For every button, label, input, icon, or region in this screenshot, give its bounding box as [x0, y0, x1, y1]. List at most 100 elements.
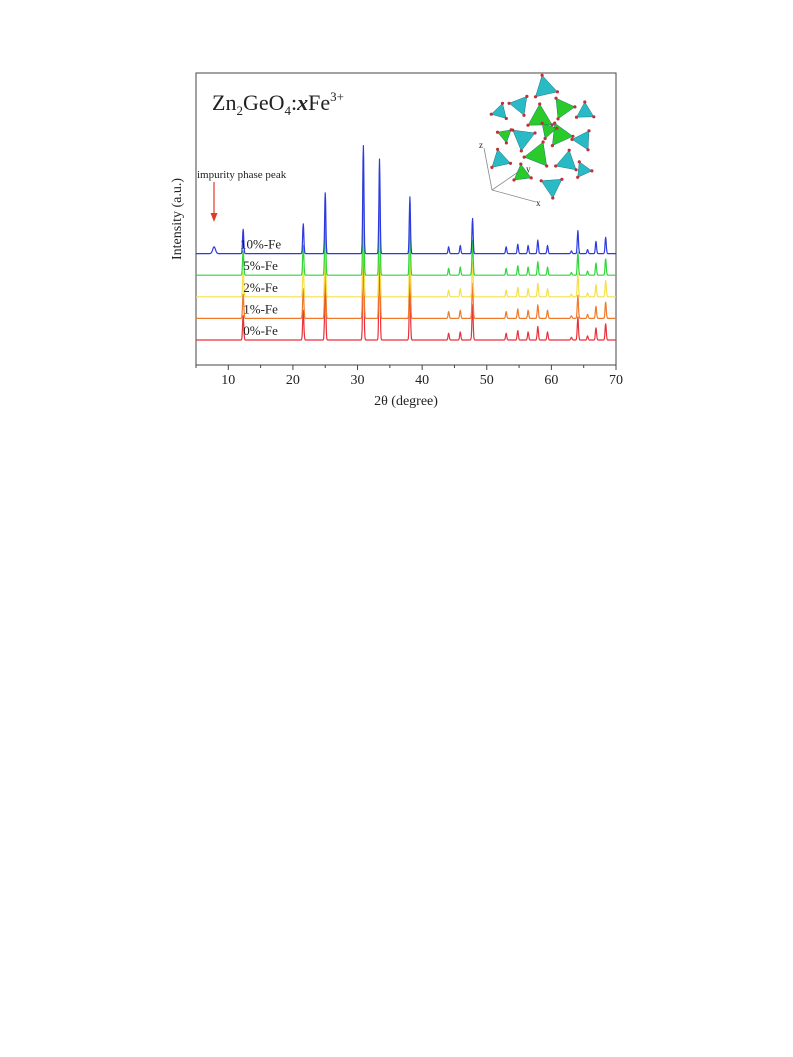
y-axis-label: Intensity (a.u.): [170, 178, 185, 260]
x-tick-label: 70: [609, 373, 623, 388]
impurity-arrow-head: [210, 213, 218, 222]
atom: [543, 136, 547, 141]
atom: [538, 102, 542, 106]
atom: [574, 168, 578, 172]
polyhedron: [513, 163, 532, 181]
chart-title: Zn2GeO4:xFe3+: [212, 89, 344, 118]
atom: [577, 160, 581, 164]
series-line-10%-Fe: [195, 145, 617, 255]
polyhedron: [527, 103, 553, 126]
atom: [555, 126, 559, 130]
atom: [550, 144, 555, 148]
atom: [539, 179, 543, 183]
atom: [512, 178, 516, 182]
polyhedron: [512, 129, 536, 152]
series-layer: [195, 145, 617, 341]
atom: [587, 129, 591, 133]
atom: [525, 94, 529, 98]
impurity-annotation: impurity phase peak: [197, 169, 287, 181]
polyhedron: [576, 101, 595, 118]
atom: [526, 123, 530, 127]
atom: [541, 140, 545, 144]
x-ticks: 10 20 30 40 50 60 70: [195, 365, 623, 388]
series-label: 1%-Fe: [243, 301, 278, 316]
atom: [519, 149, 523, 153]
atom: [519, 162, 523, 166]
atom: [554, 96, 558, 100]
plot-frame: [195, 72, 617, 366]
series-line-0%-Fe: [195, 231, 617, 341]
x-tick-label: 10: [221, 373, 235, 388]
atom: [574, 115, 579, 119]
plot-area: Zn2GeO4:xFe3+ impurity phase peak 0%-Fe 1…: [170, 72, 623, 409]
atom: [583, 100, 587, 104]
atom: [507, 101, 511, 105]
series-labels: 0%-Fe 1%-Fe 2%-Fe 5%-Fe 10%-Fe: [240, 237, 281, 338]
atom: [551, 196, 555, 200]
atom: [489, 112, 493, 116]
atom: [560, 177, 564, 181]
inset-axis-x: x: [536, 198, 541, 208]
polyhedron: [523, 141, 548, 167]
polyhedron: [555, 97, 576, 120]
atom: [567, 148, 571, 152]
atom: [592, 115, 596, 119]
atom: [509, 128, 513, 132]
atom: [570, 137, 574, 141]
polyhedron: [571, 130, 590, 151]
series-line-1%-Fe: [195, 209, 617, 319]
series-line-5%-Fe: [195, 166, 617, 276]
series-label: 10%-Fe: [240, 237, 281, 252]
inset-axis-z: z: [479, 140, 483, 150]
polyhedron: [535, 74, 558, 98]
atom: [529, 176, 533, 180]
atom: [504, 141, 508, 145]
atom: [533, 95, 538, 99]
series-label: 5%-Fe: [243, 258, 278, 273]
series-label: 2%-Fe: [243, 280, 278, 295]
polyhedra: [489, 73, 596, 200]
atom: [522, 155, 526, 159]
series-line-2%-Fe: [195, 188, 617, 298]
polyhedron: [490, 102, 507, 119]
polyhedron: [541, 122, 558, 139]
inset-axes: z y x: [479, 140, 541, 208]
atom: [540, 121, 544, 125]
atom: [550, 123, 554, 127]
x-tick-label: 30: [351, 373, 365, 388]
polyhedron: [491, 148, 511, 168]
atom: [571, 134, 575, 138]
inset-axis-y: y: [526, 164, 531, 174]
atom: [508, 161, 513, 165]
atom: [576, 175, 580, 179]
x-tick-label: 20: [286, 373, 300, 388]
polyhedron: [508, 96, 528, 116]
polyhedron: [577, 161, 593, 178]
atom: [500, 101, 505, 105]
crystal-structure-inset: z y x: [479, 73, 596, 208]
x-tick-label: 40: [415, 373, 429, 388]
atom: [522, 113, 526, 117]
x-axis-label: 2θ (degree): [374, 394, 438, 409]
atom: [554, 164, 558, 168]
polyhedron: [540, 179, 563, 199]
atom: [504, 116, 508, 121]
atom: [533, 131, 537, 135]
atom: [490, 165, 494, 169]
x-tick-label: 60: [544, 373, 558, 388]
series-label: 0%-Fe: [243, 323, 278, 338]
polyhedron: [555, 149, 577, 171]
atom: [496, 147, 500, 151]
atom: [495, 130, 500, 134]
atom: [545, 164, 549, 168]
atom: [586, 148, 590, 152]
atom: [590, 169, 594, 173]
atom: [553, 121, 557, 125]
polyhedron: [552, 122, 574, 147]
polyhedron: [497, 129, 512, 144]
atom: [555, 90, 560, 94]
x-tick-label: 50: [480, 373, 494, 388]
atom: [556, 117, 560, 121]
atom: [540, 73, 544, 77]
